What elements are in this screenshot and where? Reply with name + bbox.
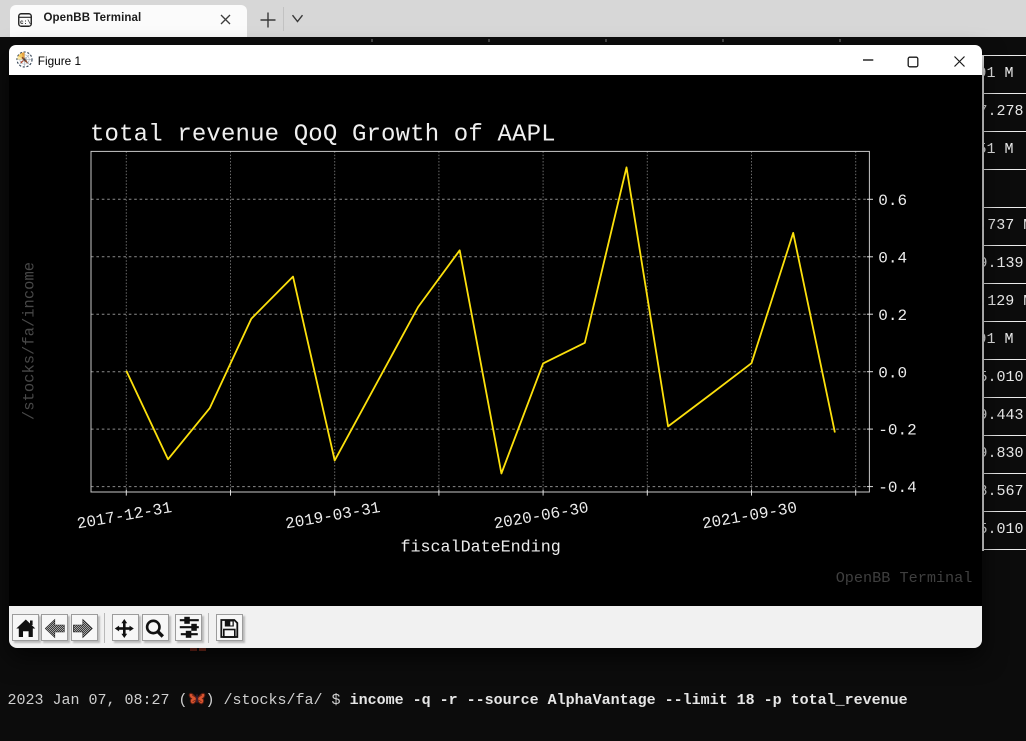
svg-text:c:\: c:\ (20, 19, 31, 26)
svg-text:OpenBB Terminal: OpenBB Terminal (836, 569, 973, 587)
svg-text:0.6: 0.6 (878, 192, 907, 210)
svg-text:0.4: 0.4 (878, 249, 907, 267)
svg-text:fiscalDateEnding: fiscalDateEnding (401, 538, 561, 557)
svg-text:2020-06-30: 2020-06-30 (492, 499, 590, 533)
svg-text:-0.2: -0.2 (878, 422, 916, 440)
svg-text:-0.4: -0.4 (878, 479, 916, 497)
svg-text:2019-03-31: 2019-03-31 (284, 499, 382, 533)
svg-text:0.0: 0.0 (878, 364, 907, 382)
svg-text:/stocks/fa/income: /stocks/fa/income (20, 262, 38, 420)
svg-text:2017-12-31: 2017-12-31 (76, 499, 174, 533)
svg-text:2021-09-30: 2021-09-30 (701, 499, 799, 533)
svg-text:total revenue QoQ Growth of AA: total revenue QoQ Growth of AAPL (90, 122, 556, 149)
svg-text:0.2: 0.2 (878, 307, 907, 325)
